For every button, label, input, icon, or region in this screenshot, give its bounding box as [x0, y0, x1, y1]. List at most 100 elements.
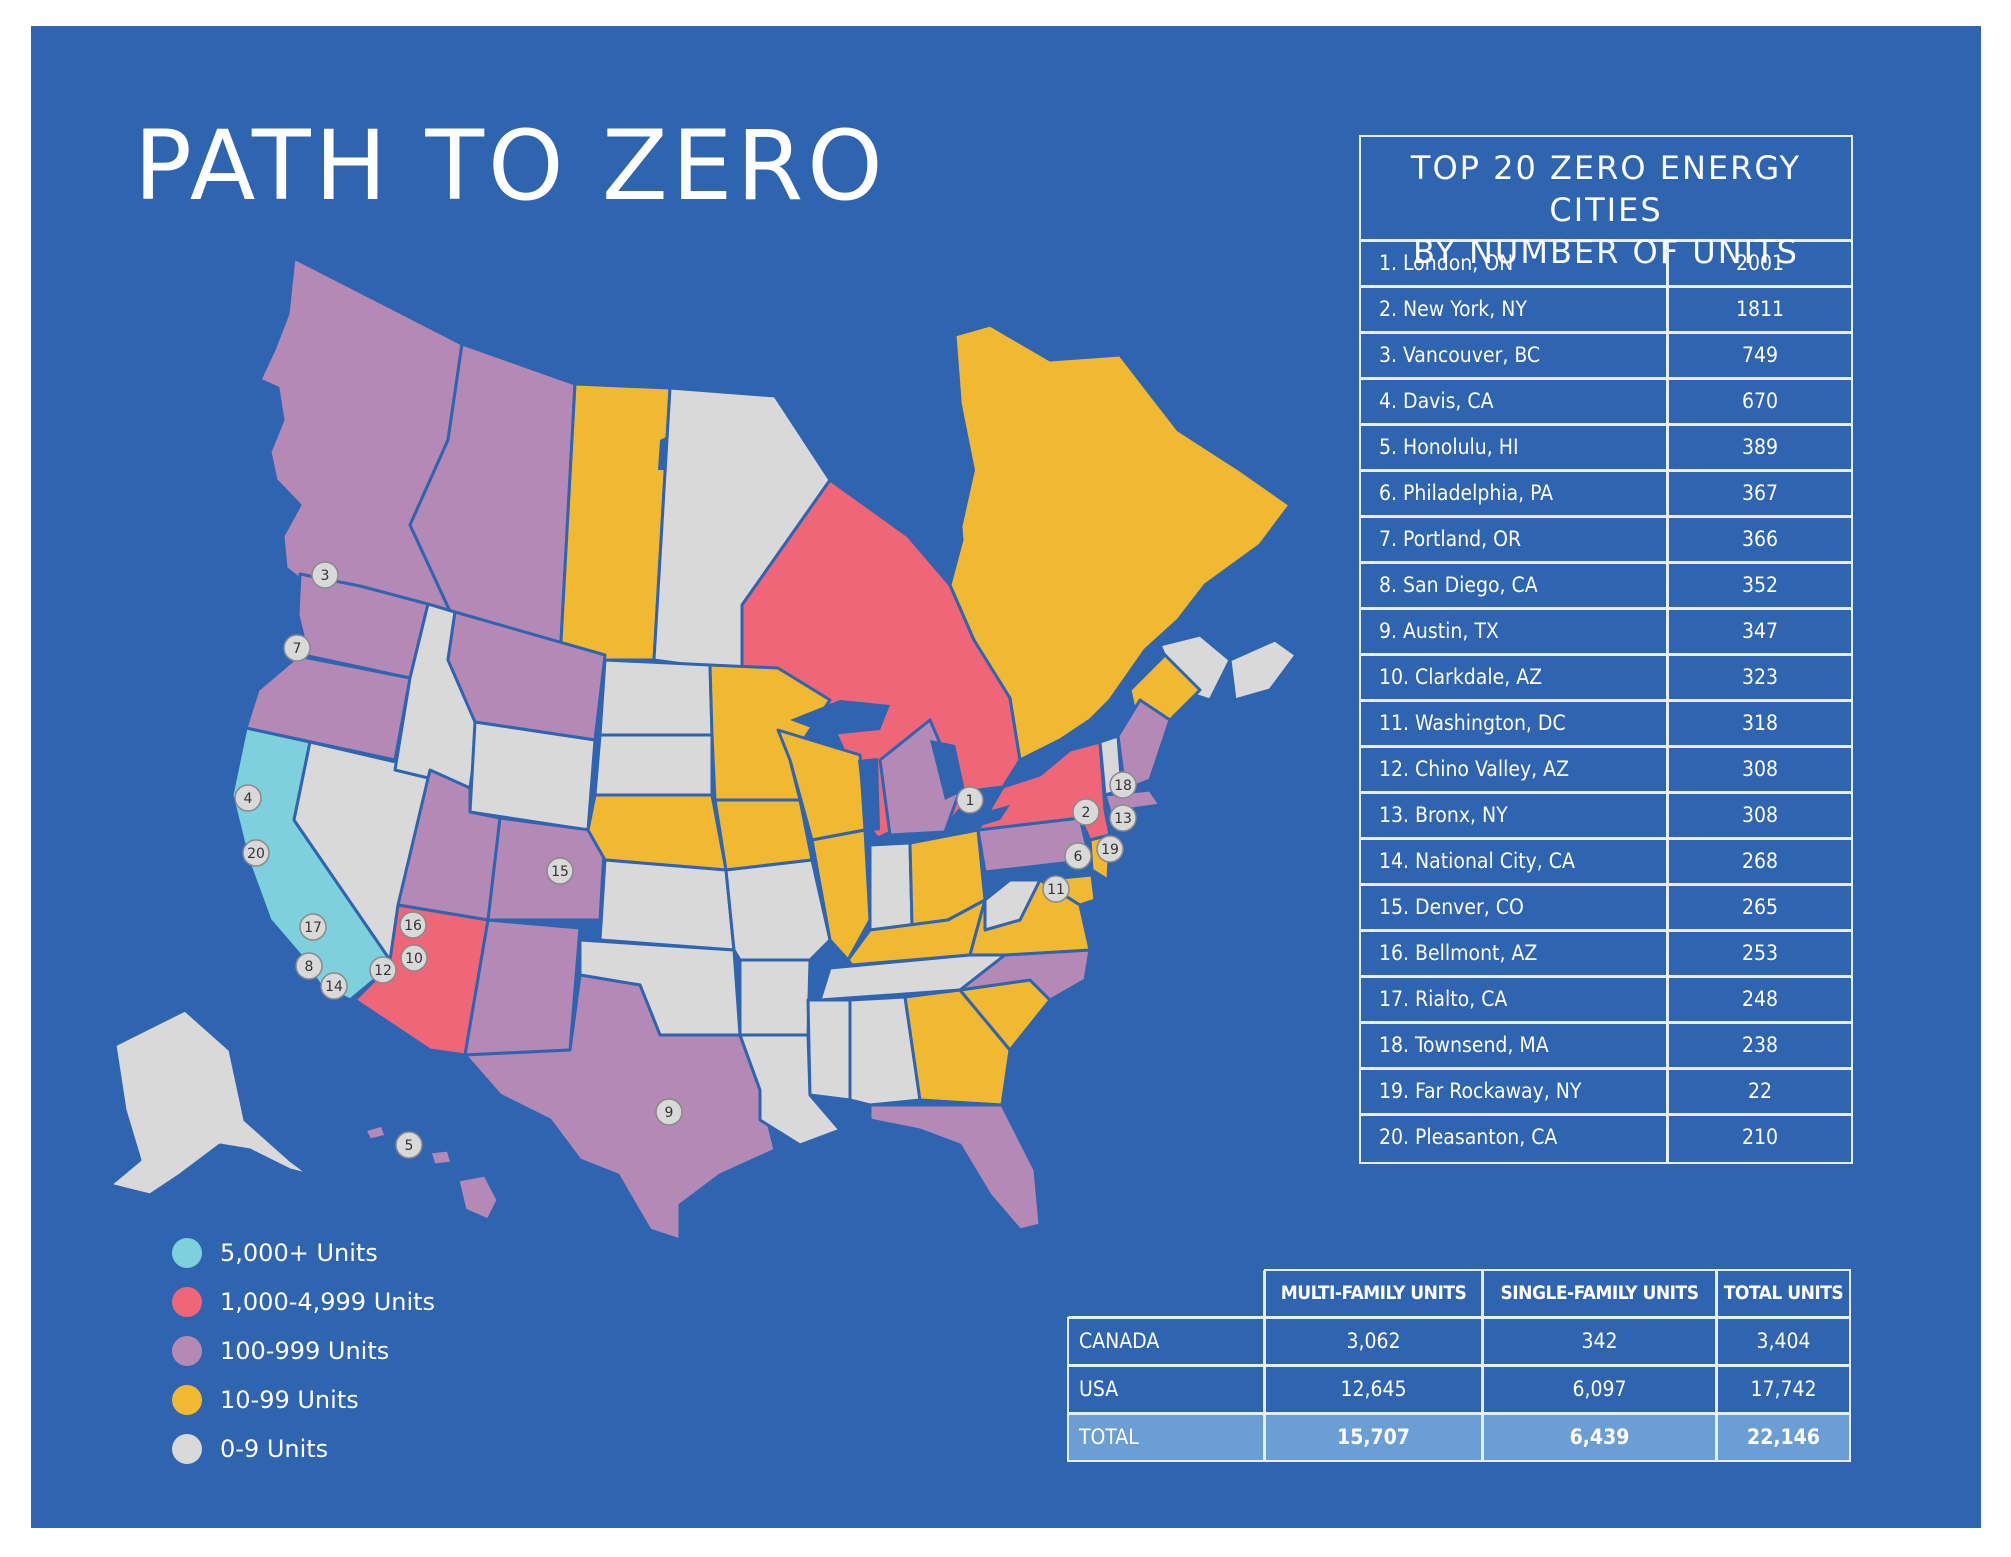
total-units-cell: 3,404 [1716, 1317, 1851, 1366]
city-cell: 4. Davis, CA [1361, 380, 1669, 423]
units-cell: 749 [1741, 343, 1779, 367]
svg-text:11: 11 [1047, 882, 1065, 898]
hudson-bay [920, 395, 975, 560]
legend-label: 0-9 Units [220, 1434, 329, 1463]
legend-swatch [172, 1335, 202, 1366]
marker-7[interactable]: 7 [283, 634, 311, 662]
marker-8[interactable]: 8 [295, 952, 323, 980]
units-cell: 323 [1741, 665, 1779, 689]
legend-swatch [172, 1286, 202, 1317]
marker-15[interactable]: 15 [546, 857, 574, 885]
units-cell: 352 [1741, 573, 1779, 597]
table-row: 12. Chino Valley, AZ 308 [1361, 748, 1851, 794]
city-cell: 15. Denver, CO [1361, 886, 1669, 929]
svg-text:3: 3 [321, 568, 330, 584]
totals-header-row: MULTI-FAMILY UNITS SINGLE-FAMILY UNITS T… [1067, 1269, 1853, 1318]
marker-13[interactable]: 13 [1109, 804, 1137, 832]
table-row: 2. New York, NY 1811 [1361, 288, 1851, 334]
city-cell: 20. Pleasanton, CA [1361, 1116, 1669, 1162]
city-cell: 18. Townsend, MA [1361, 1024, 1669, 1067]
table-row: 7. Portland, OR 366 [1361, 518, 1851, 564]
top-20-title-line-1: TOP 20 ZERO ENERGY CITIES [1410, 149, 1802, 229]
city-cell: 3. Vancouver, BC [1361, 334, 1669, 377]
marker-5[interactable]: 5 [395, 1131, 423, 1159]
city-cell: 8. San Diego, CA [1361, 564, 1669, 607]
marker-10[interactable]: 10 [400, 944, 428, 972]
city-cell: 11. Washington, DC [1361, 702, 1669, 745]
marker-2[interactable]: 2 [1072, 798, 1100, 826]
lake-huron [930, 740, 965, 800]
svg-text:14: 14 [325, 979, 343, 995]
region-alabama [848, 995, 922, 1107]
marker-9[interactable]: 9 [655, 1098, 683, 1126]
units-cell: 268 [1741, 849, 1779, 873]
table-row: 10. Clarkdale, AZ 323 [1361, 656, 1851, 702]
table-row: 14. National City, CA 268 [1361, 840, 1851, 886]
table-row: 8. San Diego, CA 352 [1361, 564, 1851, 610]
marker-12[interactable]: 12 [369, 956, 397, 984]
svg-text:4: 4 [244, 791, 253, 807]
table-row: 9. Austin, TX 347 [1361, 610, 1851, 656]
region-kansas [598, 858, 736, 952]
table-row: 3. Vancouver, BC 749 [1361, 334, 1851, 380]
units-cell: 1811 [1735, 297, 1785, 321]
units-cell: 22 [1747, 1079, 1773, 1103]
svg-text:13: 13 [1114, 811, 1132, 827]
region-florida [868, 1103, 1042, 1232]
legend-item: 0-9 Units [172, 1424, 435, 1473]
table-row: 18. Townsend, MA 238 [1361, 1024, 1851, 1070]
marker-3[interactable]: 3 [311, 561, 339, 589]
svg-text:10: 10 [405, 951, 423, 967]
svg-text:5: 5 [405, 1138, 414, 1154]
city-cell: 10. Clarkdale, AZ [1361, 656, 1669, 699]
legend-item: 10-99 Units [172, 1375, 435, 1424]
marker-6[interactable]: 6 [1064, 842, 1092, 870]
city-cell: 5. Honolulu, HI [1361, 426, 1669, 469]
city-markers: 1 2 3 4 5 6 7 8 9 10 11 12 13 14 15 16 1… [234, 561, 1137, 1159]
svg-text:8: 8 [305, 959, 314, 975]
units-cell: 389 [1741, 435, 1779, 459]
marker-4[interactable]: 4 [234, 784, 262, 812]
single-family-cell: 342 [1482, 1317, 1717, 1366]
table-row: 4. Davis, CA 670 [1361, 380, 1851, 426]
marker-14[interactable]: 14 [320, 972, 348, 1000]
units-cell: 248 [1741, 987, 1779, 1011]
region-alaska [108, 1008, 312, 1197]
city-cell: 17. Rialto, CA [1361, 978, 1669, 1021]
marker-11[interactable]: 11 [1042, 875, 1070, 903]
svg-text:15: 15 [551, 864, 569, 880]
table-row: CANADA 3,062 342 3,404 [1067, 1317, 1853, 1366]
marker-20[interactable]: 20 [242, 839, 270, 867]
city-cell: 14. National City, CA [1361, 840, 1669, 883]
svg-text:19: 19 [1101, 842, 1119, 858]
region-missouri [724, 858, 832, 962]
marker-19[interactable]: 19 [1096, 835, 1124, 863]
region-texas [463, 973, 777, 1242]
marker-16[interactable]: 16 [399, 911, 427, 939]
marker-1[interactable]: 1 [956, 786, 984, 814]
top-20-title-line-2: BY NUMBER OF UNITS [1413, 233, 1799, 271]
units-cell: 366 [1741, 527, 1779, 551]
city-cell: 12. Chino Valley, AZ [1361, 748, 1669, 791]
units-cell: 210 [1741, 1125, 1779, 1149]
svg-text:1: 1 [966, 793, 975, 809]
region-nova-scotia [1228, 638, 1298, 702]
table-row: 6. Philadelphia, PA 367 [1361, 472, 1851, 518]
svg-text:16: 16 [404, 918, 422, 934]
multi-family-cell: 12,645 [1264, 1365, 1483, 1414]
city-cell: 7. Portland, OR [1361, 518, 1669, 561]
total-units-cell: 22,146 [1716, 1413, 1851, 1462]
header-total-units: TOTAL UNITS [1716, 1269, 1851, 1318]
region-illinois [810, 828, 872, 962]
svg-text:2: 2 [1082, 805, 1091, 821]
region-nebraska [586, 793, 728, 872]
marker-17[interactable]: 17 [299, 913, 327, 941]
table-row: 20. Pleasanton, CA 210 [1361, 1116, 1851, 1162]
row-label: TOTAL [1067, 1413, 1265, 1462]
top-20-table-title: TOP 20 ZERO ENERGY CITIES BY NUMBER OF U… [1361, 137, 1851, 271]
table-row: 15. Denver, CO 265 [1361, 886, 1851, 932]
marker-18[interactable]: 18 [1109, 771, 1137, 799]
single-family-cell: 6,097 [1482, 1365, 1717, 1414]
lake-michigan [858, 758, 880, 832]
table-row: 5. Honolulu, HI 389 [1361, 426, 1851, 472]
